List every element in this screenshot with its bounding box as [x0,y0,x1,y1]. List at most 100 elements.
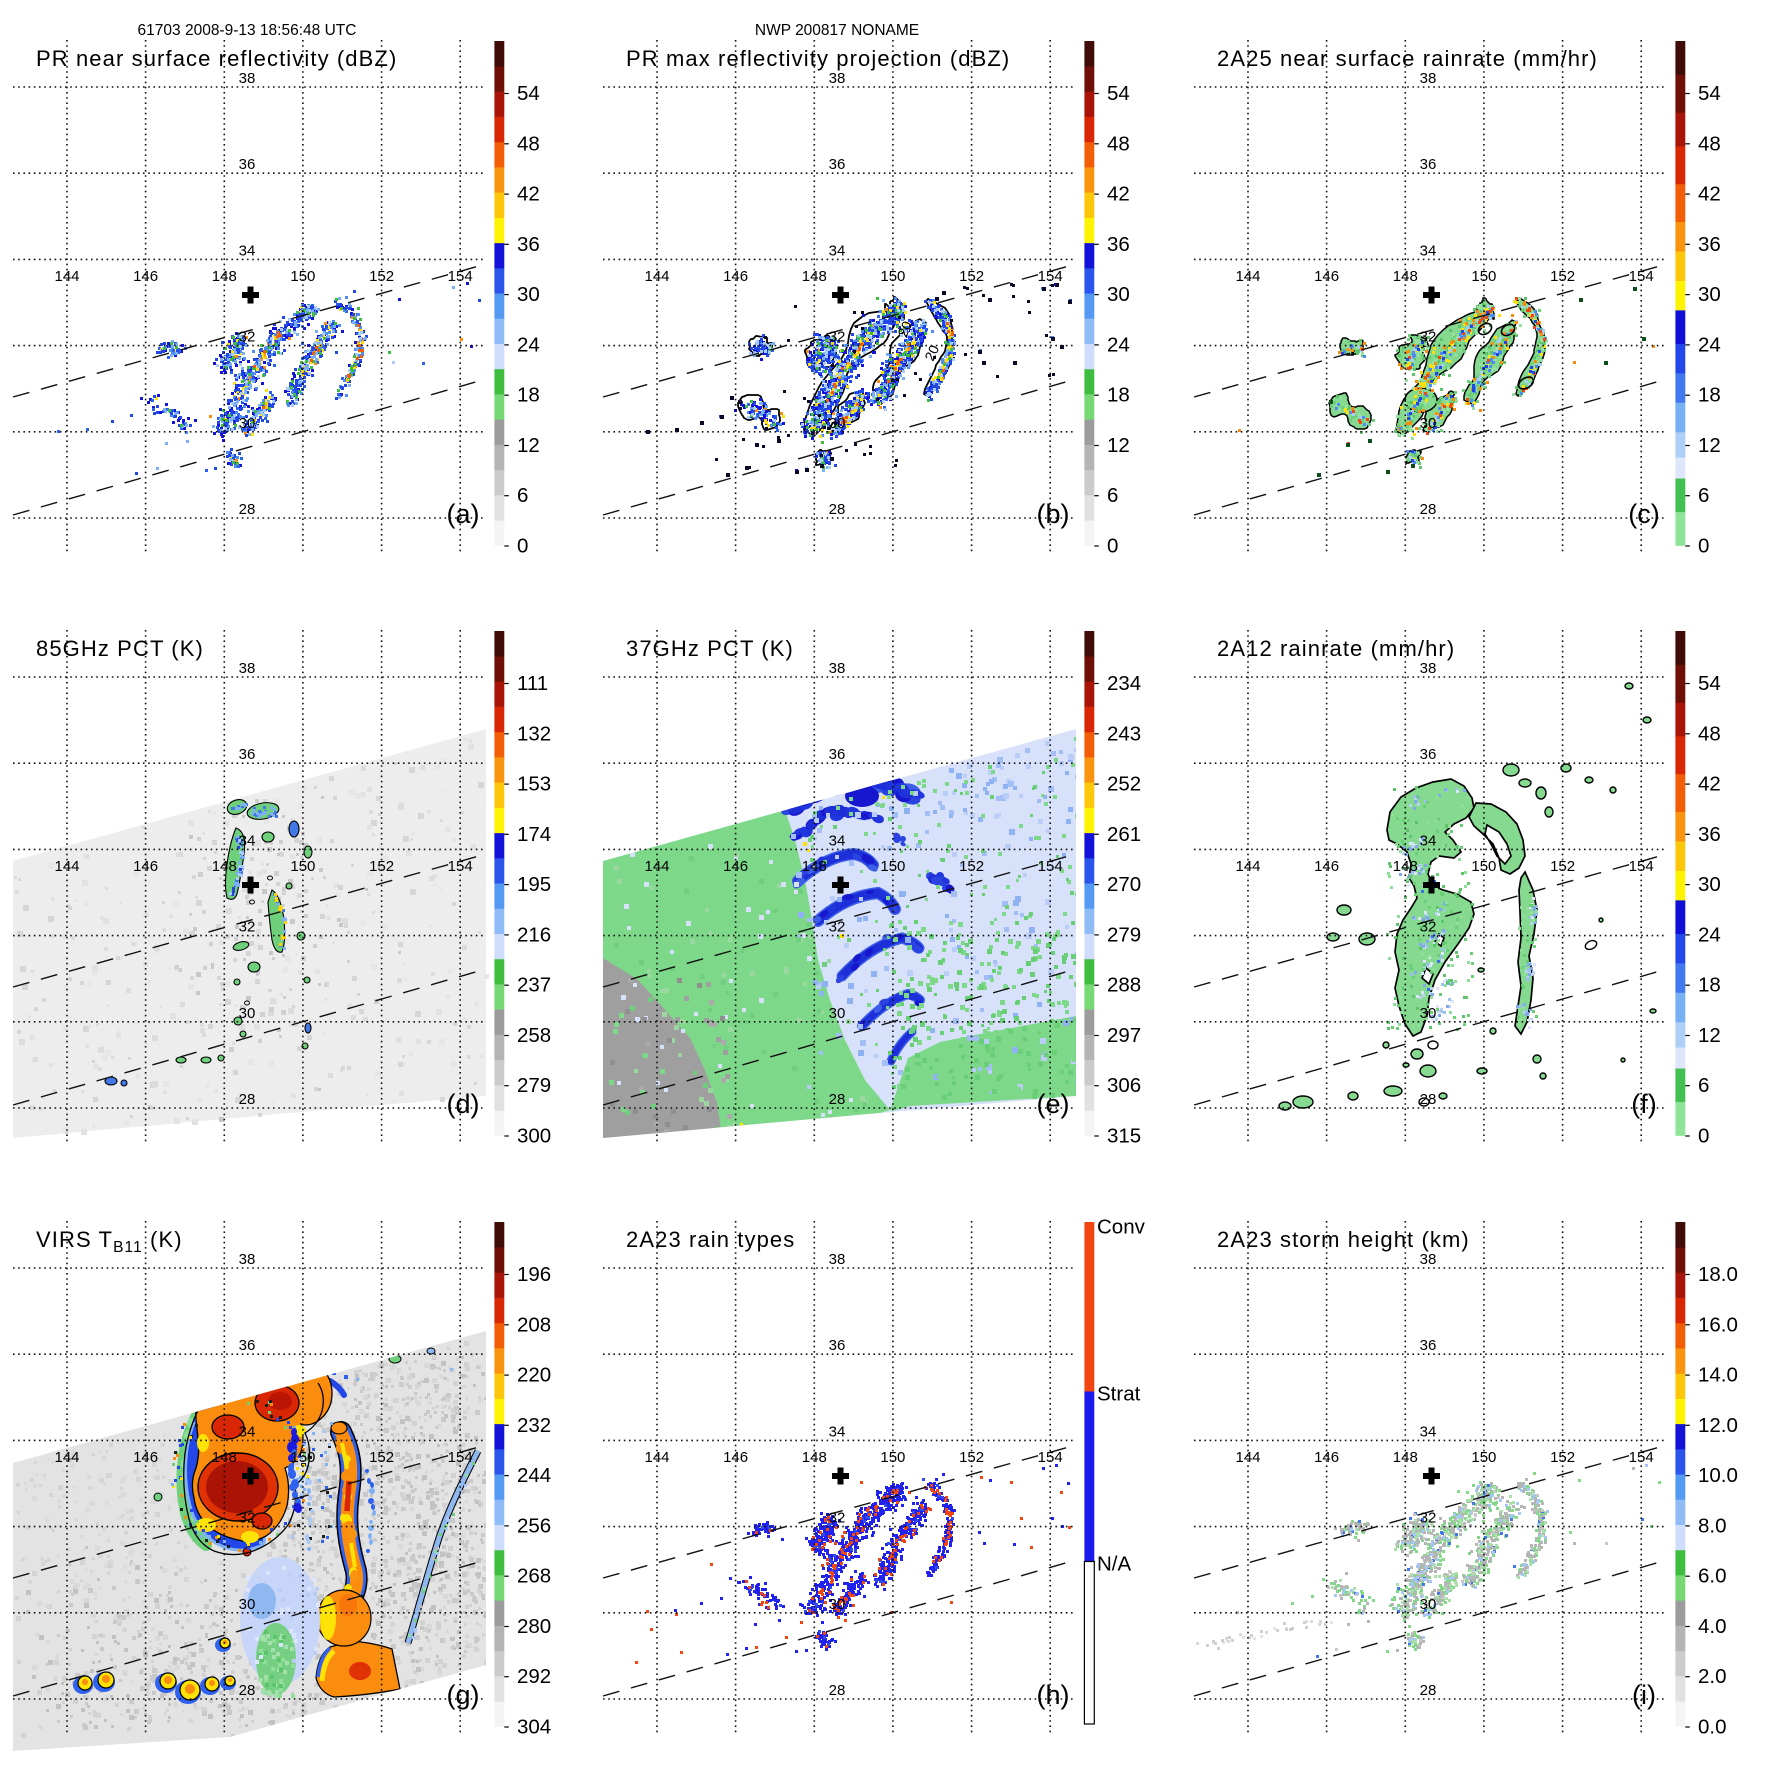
svg-text:38: 38 [1420,660,1437,677]
svg-text:(b): (b) [1037,499,1070,529]
svg-text:315: 315 [1107,1125,1141,1148]
svg-text:12.0: 12.0 [1698,1414,1738,1437]
svg-text:144: 144 [1235,858,1260,875]
svg-text:150: 150 [1471,268,1496,285]
svg-text:16.0: 16.0 [1698,1313,1738,1336]
svg-text:(i): (i) [1632,1680,1656,1710]
svg-text:(d): (d) [447,1089,480,1119]
svg-text:150: 150 [290,268,315,285]
svg-text:146: 146 [723,858,748,875]
svg-text:152: 152 [369,268,394,285]
svg-text:8.0: 8.0 [1698,1514,1727,1537]
svg-text:152: 152 [369,858,394,875]
svg-text:36: 36 [1420,156,1437,173]
svg-text:2.0: 2.0 [1698,1665,1727,1688]
svg-text:292: 292 [517,1665,551,1688]
svg-text:36: 36 [1420,746,1437,763]
svg-text:12: 12 [1698,434,1721,457]
svg-text:24: 24 [1698,333,1721,356]
svg-text:38: 38 [239,70,256,87]
svg-text:30: 30 [829,415,846,432]
svg-text:0: 0 [1698,1125,1709,1148]
svg-text:144: 144 [1235,1449,1260,1466]
svg-text:34: 34 [239,832,256,849]
svg-text:148: 148 [212,268,237,285]
svg-text:144: 144 [644,858,669,875]
svg-text:148: 148 [802,1449,827,1466]
svg-text:28: 28 [239,1682,256,1699]
svg-text:34: 34 [829,242,846,259]
svg-text:24: 24 [517,333,540,356]
svg-text:154: 154 [1629,1449,1654,1466]
svg-text:32: 32 [1420,329,1437,346]
svg-text:152: 152 [369,1449,394,1466]
svg-text:28: 28 [829,501,846,518]
svg-text:279: 279 [517,1074,551,1097]
svg-text:152: 152 [959,268,984,285]
svg-text:208: 208 [517,1313,551,1336]
svg-text:(a): (a) [447,499,480,529]
svg-text:148: 148 [212,1449,237,1466]
svg-text:154: 154 [1629,858,1654,875]
svg-text:288: 288 [1107,974,1141,997]
svg-text:154: 154 [1038,268,1063,285]
svg-text:30: 30 [1420,415,1437,432]
svg-text:111: 111 [517,672,548,695]
svg-text:NWP 200817 NONAME: NWP 200817 NONAME [755,22,919,39]
svg-text:304: 304 [517,1716,551,1739]
svg-text:48: 48 [1698,132,1721,155]
svg-text:PR max reflectivity projection: PR max reflectivity projection (dBZ) [626,46,1010,71]
svg-text:0: 0 [517,535,528,558]
svg-text:6.0: 6.0 [1698,1565,1727,1588]
svg-text:146: 146 [1314,858,1339,875]
svg-text:300: 300 [517,1125,551,1148]
svg-text:36: 36 [517,233,540,256]
svg-text:30: 30 [239,1005,256,1022]
svg-text:174: 174 [517,823,551,846]
svg-text:148: 148 [802,858,827,875]
svg-text:6: 6 [1698,484,1709,507]
svg-text:(e): (e) [1037,1089,1070,1119]
svg-text:12: 12 [1107,434,1130,457]
svg-text:144: 144 [54,1449,79,1466]
svg-text:144: 144 [644,1449,669,1466]
svg-text:36: 36 [239,1337,256,1354]
svg-text:48: 48 [1107,132,1130,155]
svg-text:28: 28 [829,1682,846,1699]
svg-text:154: 154 [448,1449,473,1466]
svg-text:18: 18 [1107,384,1130,407]
svg-text:Strat: Strat [1097,1383,1141,1406]
svg-text:(g): (g) [447,1680,480,1710]
svg-text:38: 38 [1420,1251,1437,1268]
svg-text:38: 38 [829,70,846,87]
svg-text:18: 18 [1698,384,1721,407]
svg-text:280: 280 [517,1615,551,1638]
svg-text:195: 195 [517,873,551,896]
svg-text:2A23 storm height (km): 2A23 storm height (km) [1217,1227,1470,1252]
svg-text:85GHz PCT (K): 85GHz PCT (K) [36,636,204,661]
svg-text:34: 34 [239,1423,256,1440]
svg-text:18: 18 [1698,974,1721,997]
svg-text:36: 36 [239,156,256,173]
svg-text:150: 150 [880,1449,905,1466]
svg-text:28: 28 [239,1091,256,1108]
svg-text:30: 30 [1420,1005,1437,1022]
svg-text:148: 148 [1393,858,1418,875]
svg-text:0: 0 [1107,535,1118,558]
svg-text:32: 32 [829,329,846,346]
svg-text:10.0: 10.0 [1698,1464,1738,1487]
svg-text:30: 30 [1107,283,1130,306]
svg-text:148: 148 [802,268,827,285]
svg-text:154: 154 [1038,1449,1063,1466]
svg-text:PR near surface reflectivity (: PR near surface reflectivity (dBZ) [36,46,397,71]
svg-text:152: 152 [959,1449,984,1466]
svg-text:32: 32 [239,329,256,346]
svg-text:150: 150 [880,268,905,285]
svg-text:20: 20 [894,318,915,339]
svg-text:146: 146 [723,268,748,285]
svg-text:30: 30 [829,1596,846,1613]
svg-text:34: 34 [829,1423,846,1440]
svg-text:48: 48 [1698,722,1721,745]
svg-text:6: 6 [1107,484,1118,507]
svg-text:30: 30 [239,1596,256,1613]
